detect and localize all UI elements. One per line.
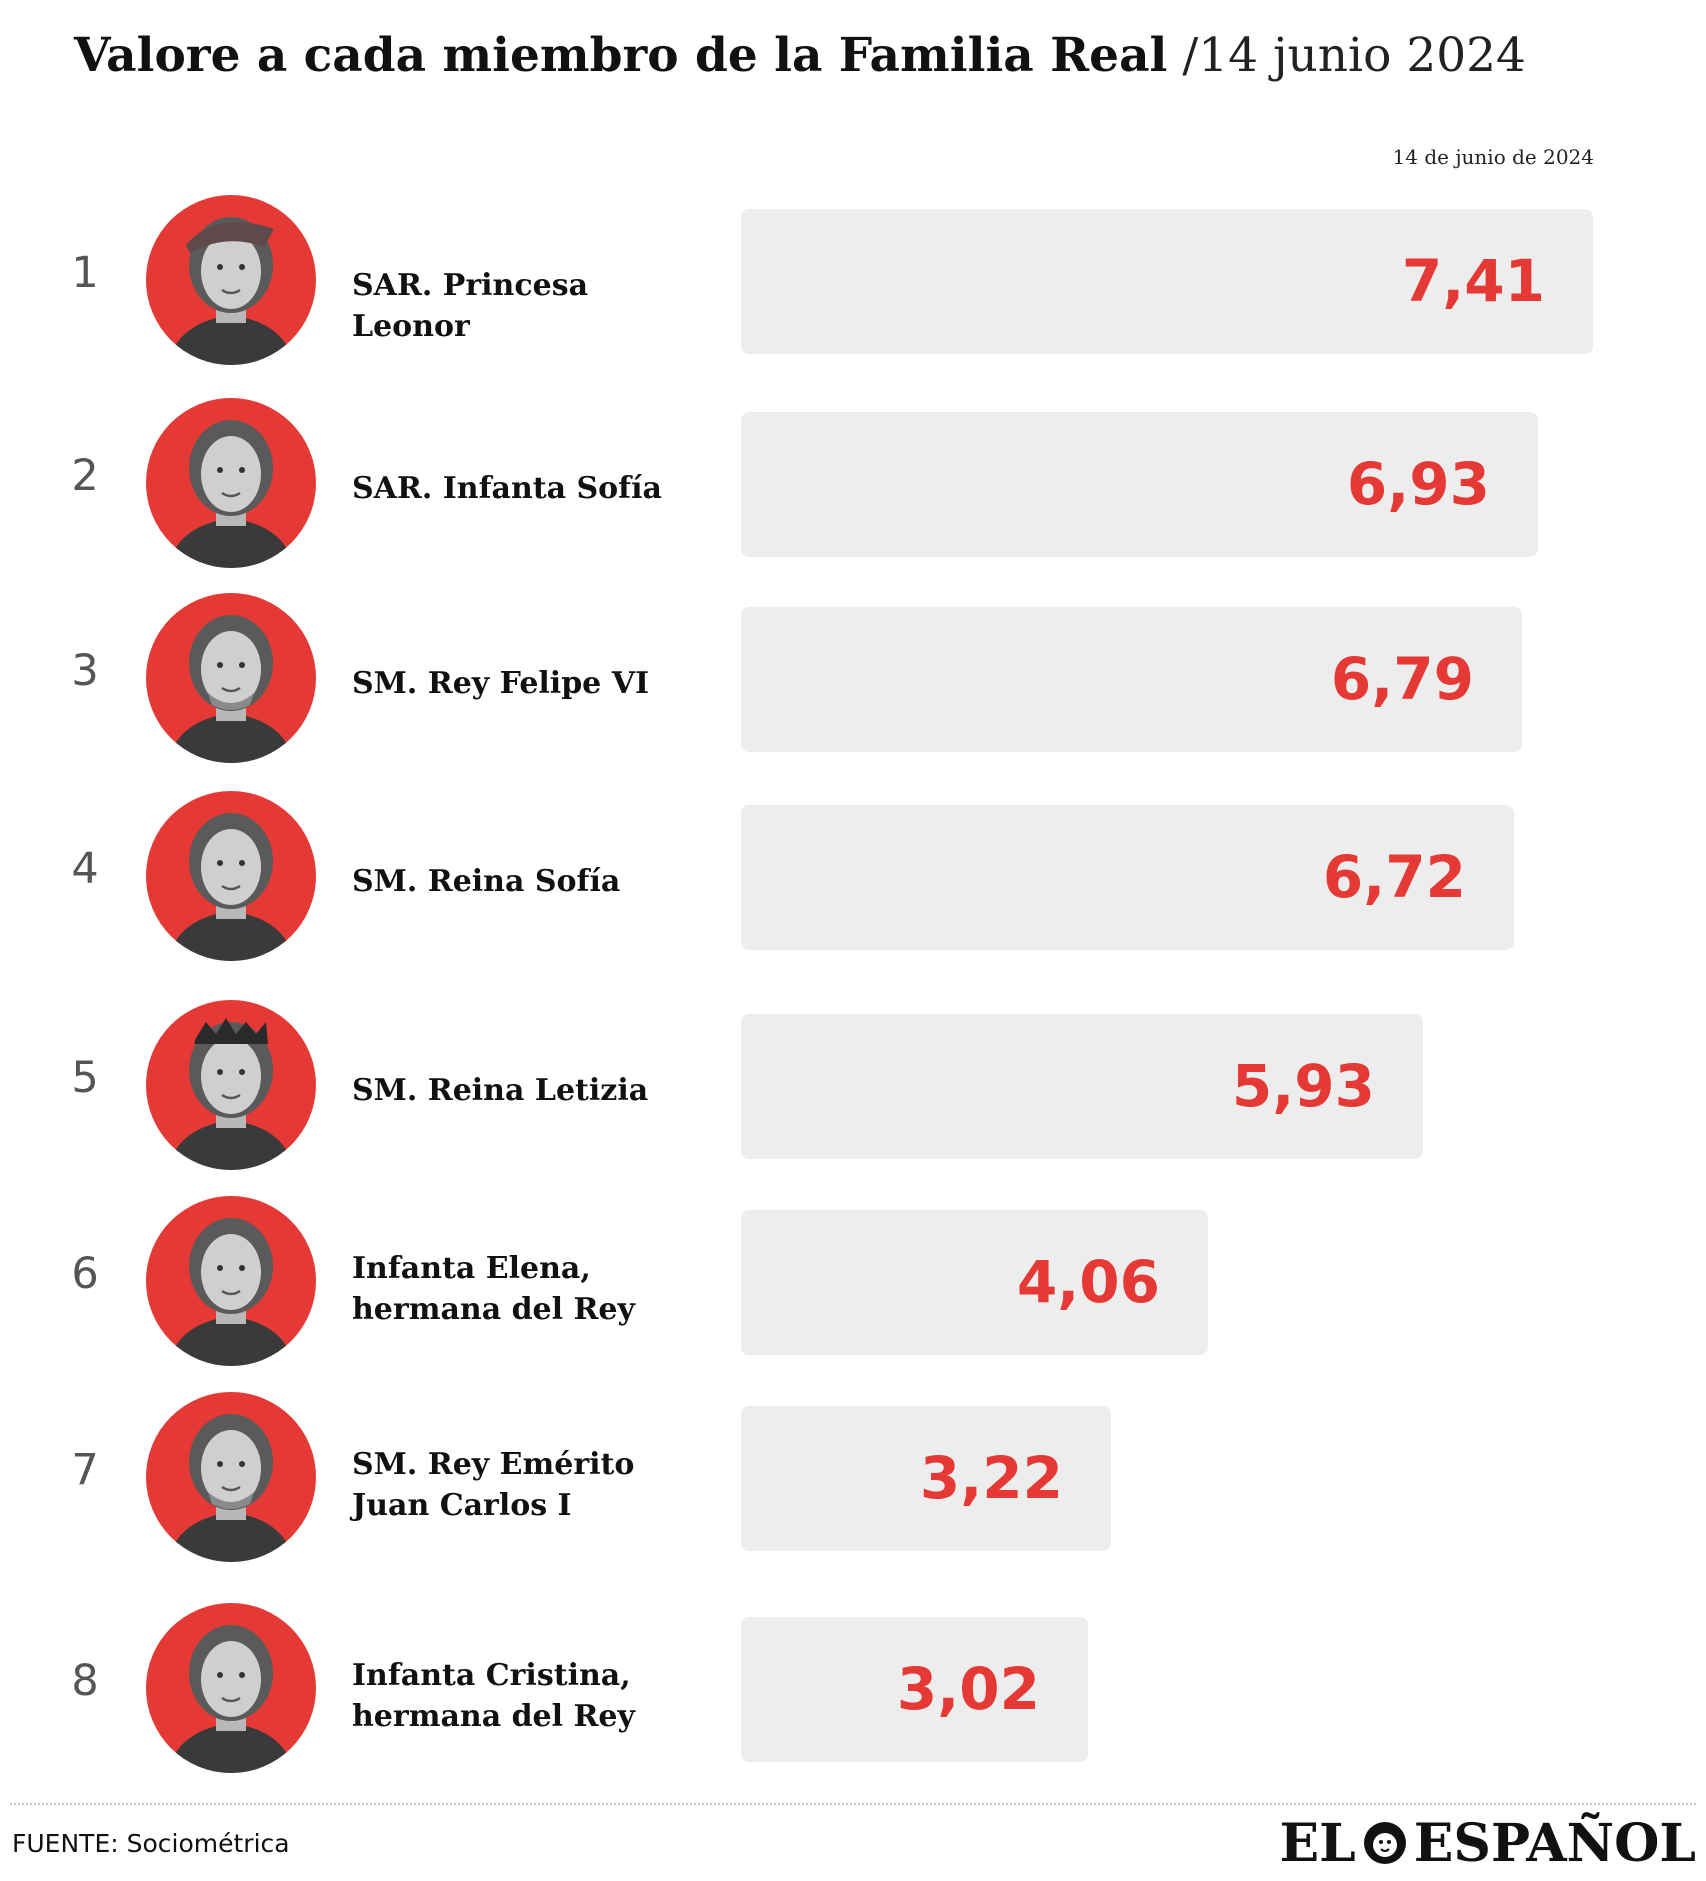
portrait-sofia bbox=[146, 398, 316, 568]
rank-number: 1 bbox=[71, 248, 99, 298]
score-bar: 4,06 bbox=[741, 1210, 1208, 1355]
portrait-cristina bbox=[146, 1603, 316, 1773]
rank-number: 4 bbox=[71, 844, 99, 894]
member-name-line: SAR. Princesa Leonor bbox=[352, 268, 589, 344]
ranking-row: 1 SAR. Princesa Leonor 7,41 bbox=[0, 195, 1706, 365]
member-name: SAR. Infanta Sofía bbox=[352, 468, 712, 509]
portrait-juan-carlos bbox=[146, 1392, 316, 1562]
member-name-line: Juan Carlos I bbox=[352, 1488, 572, 1523]
member-name-line: hermana del Rey bbox=[352, 1699, 635, 1734]
member-name: SAR. Princesa Leonor bbox=[352, 265, 712, 347]
logo-text-left: EL bbox=[1279, 1812, 1356, 1874]
ranking-chart: 1 SAR. Princesa Leonor 7,41 2 SAR. Infanta S… bbox=[0, 195, 1706, 1773]
score-bar: 6,79 bbox=[741, 607, 1522, 752]
ranking-row: 3 SM. Rey Felipe VI 6,79 bbox=[0, 593, 1706, 763]
score-bar: 3,22 bbox=[741, 1406, 1111, 1551]
rank-number: 5 bbox=[71, 1053, 99, 1103]
lion-head-icon bbox=[1362, 1818, 1408, 1868]
member-name-line: SM. Rey Felipe VI bbox=[352, 666, 650, 701]
page-title: Valore a cada miembro de la Familia Real… bbox=[74, 24, 1526, 88]
portrait-letizia bbox=[146, 1000, 316, 1170]
ranking-row: 4 SM. Reina Sofía 6,72 bbox=[0, 791, 1706, 961]
portrait-felipe bbox=[146, 593, 316, 763]
score-bar: 6,93 bbox=[741, 412, 1538, 557]
member-name-line: SM. Reina Letizia bbox=[352, 1073, 649, 1108]
score-value: 6,72 bbox=[1322, 843, 1466, 911]
rank-number: 3 bbox=[71, 646, 99, 696]
member-name-line: SM. Reina Sofía bbox=[352, 864, 621, 899]
rank-number: 2 bbox=[71, 451, 99, 501]
member-name: SM. Rey Emérito Juan Carlos I bbox=[352, 1444, 712, 1526]
source-note: FUENTE: Sociométrica bbox=[12, 1829, 290, 1858]
score-bar: 3,02 bbox=[741, 1617, 1088, 1762]
member-name-line: Infanta Elena, bbox=[352, 1251, 591, 1286]
member-name: SM. Rey Felipe VI bbox=[352, 663, 712, 704]
score-value: 6,93 bbox=[1346, 450, 1490, 518]
score-value: 3,02 bbox=[896, 1655, 1040, 1723]
score-value: 6,79 bbox=[1330, 645, 1474, 713]
score-value: 4,06 bbox=[1016, 1248, 1160, 1316]
score-value: 3,22 bbox=[919, 1444, 1063, 1512]
member-name-line: Infanta Cristina, bbox=[352, 1658, 631, 1693]
ranking-row: 6 Infanta Elena, hermana del Rey 4,06 bbox=[0, 1196, 1706, 1366]
date-label: 14 de junio de 2024 bbox=[1392, 145, 1594, 169]
ranking-row: 8 Infanta Cristina, hermana del Rey 3,02 bbox=[0, 1603, 1706, 1773]
score-value: 5,93 bbox=[1231, 1052, 1375, 1120]
title-main: Valore a cada miembro de la Familia Real bbox=[74, 28, 1168, 83]
rank-number: 7 bbox=[71, 1445, 99, 1495]
rank-number: 6 bbox=[71, 1249, 99, 1299]
dotted-divider bbox=[10, 1803, 1696, 1805]
portrait-reina-sofia bbox=[146, 791, 316, 961]
ranking-row: 2 SAR. Infanta Sofía 6,93 bbox=[0, 398, 1706, 568]
rank-number: 8 bbox=[71, 1656, 99, 1706]
brand-logo: EL ESPAÑOL bbox=[1279, 1812, 1696, 1874]
member-name-line: hermana del Rey bbox=[352, 1292, 635, 1327]
ranking-row: 7 SM. Rey Emérito Juan Carlos I 3,22 bbox=[0, 1392, 1706, 1562]
member-name: Infanta Cristina, hermana del Rey bbox=[352, 1655, 712, 1737]
logo-text-right: ESPAÑOL bbox=[1413, 1812, 1696, 1874]
portrait-leonor bbox=[146, 195, 316, 365]
score-bar: 6,72 bbox=[741, 805, 1514, 950]
score-bar: 5,93 bbox=[741, 1014, 1423, 1159]
title-date: /14 junio 2024 bbox=[1182, 28, 1526, 83]
member-name: Infanta Elena, hermana del Rey bbox=[352, 1248, 712, 1330]
member-name-line: SAR. Infanta Sofía bbox=[352, 471, 662, 506]
member-name: SM. Reina Sofía bbox=[352, 861, 712, 902]
member-name: SM. Reina Letizia bbox=[352, 1070, 712, 1111]
member-name-line: SM. Rey Emérito bbox=[352, 1447, 635, 1482]
portrait-elena bbox=[146, 1196, 316, 1366]
score-value: 7,41 bbox=[1401, 247, 1545, 315]
score-bar: 7,41 bbox=[741, 209, 1593, 354]
ranking-row: 5 SM. Reina Letizia 5,93 bbox=[0, 1000, 1706, 1170]
